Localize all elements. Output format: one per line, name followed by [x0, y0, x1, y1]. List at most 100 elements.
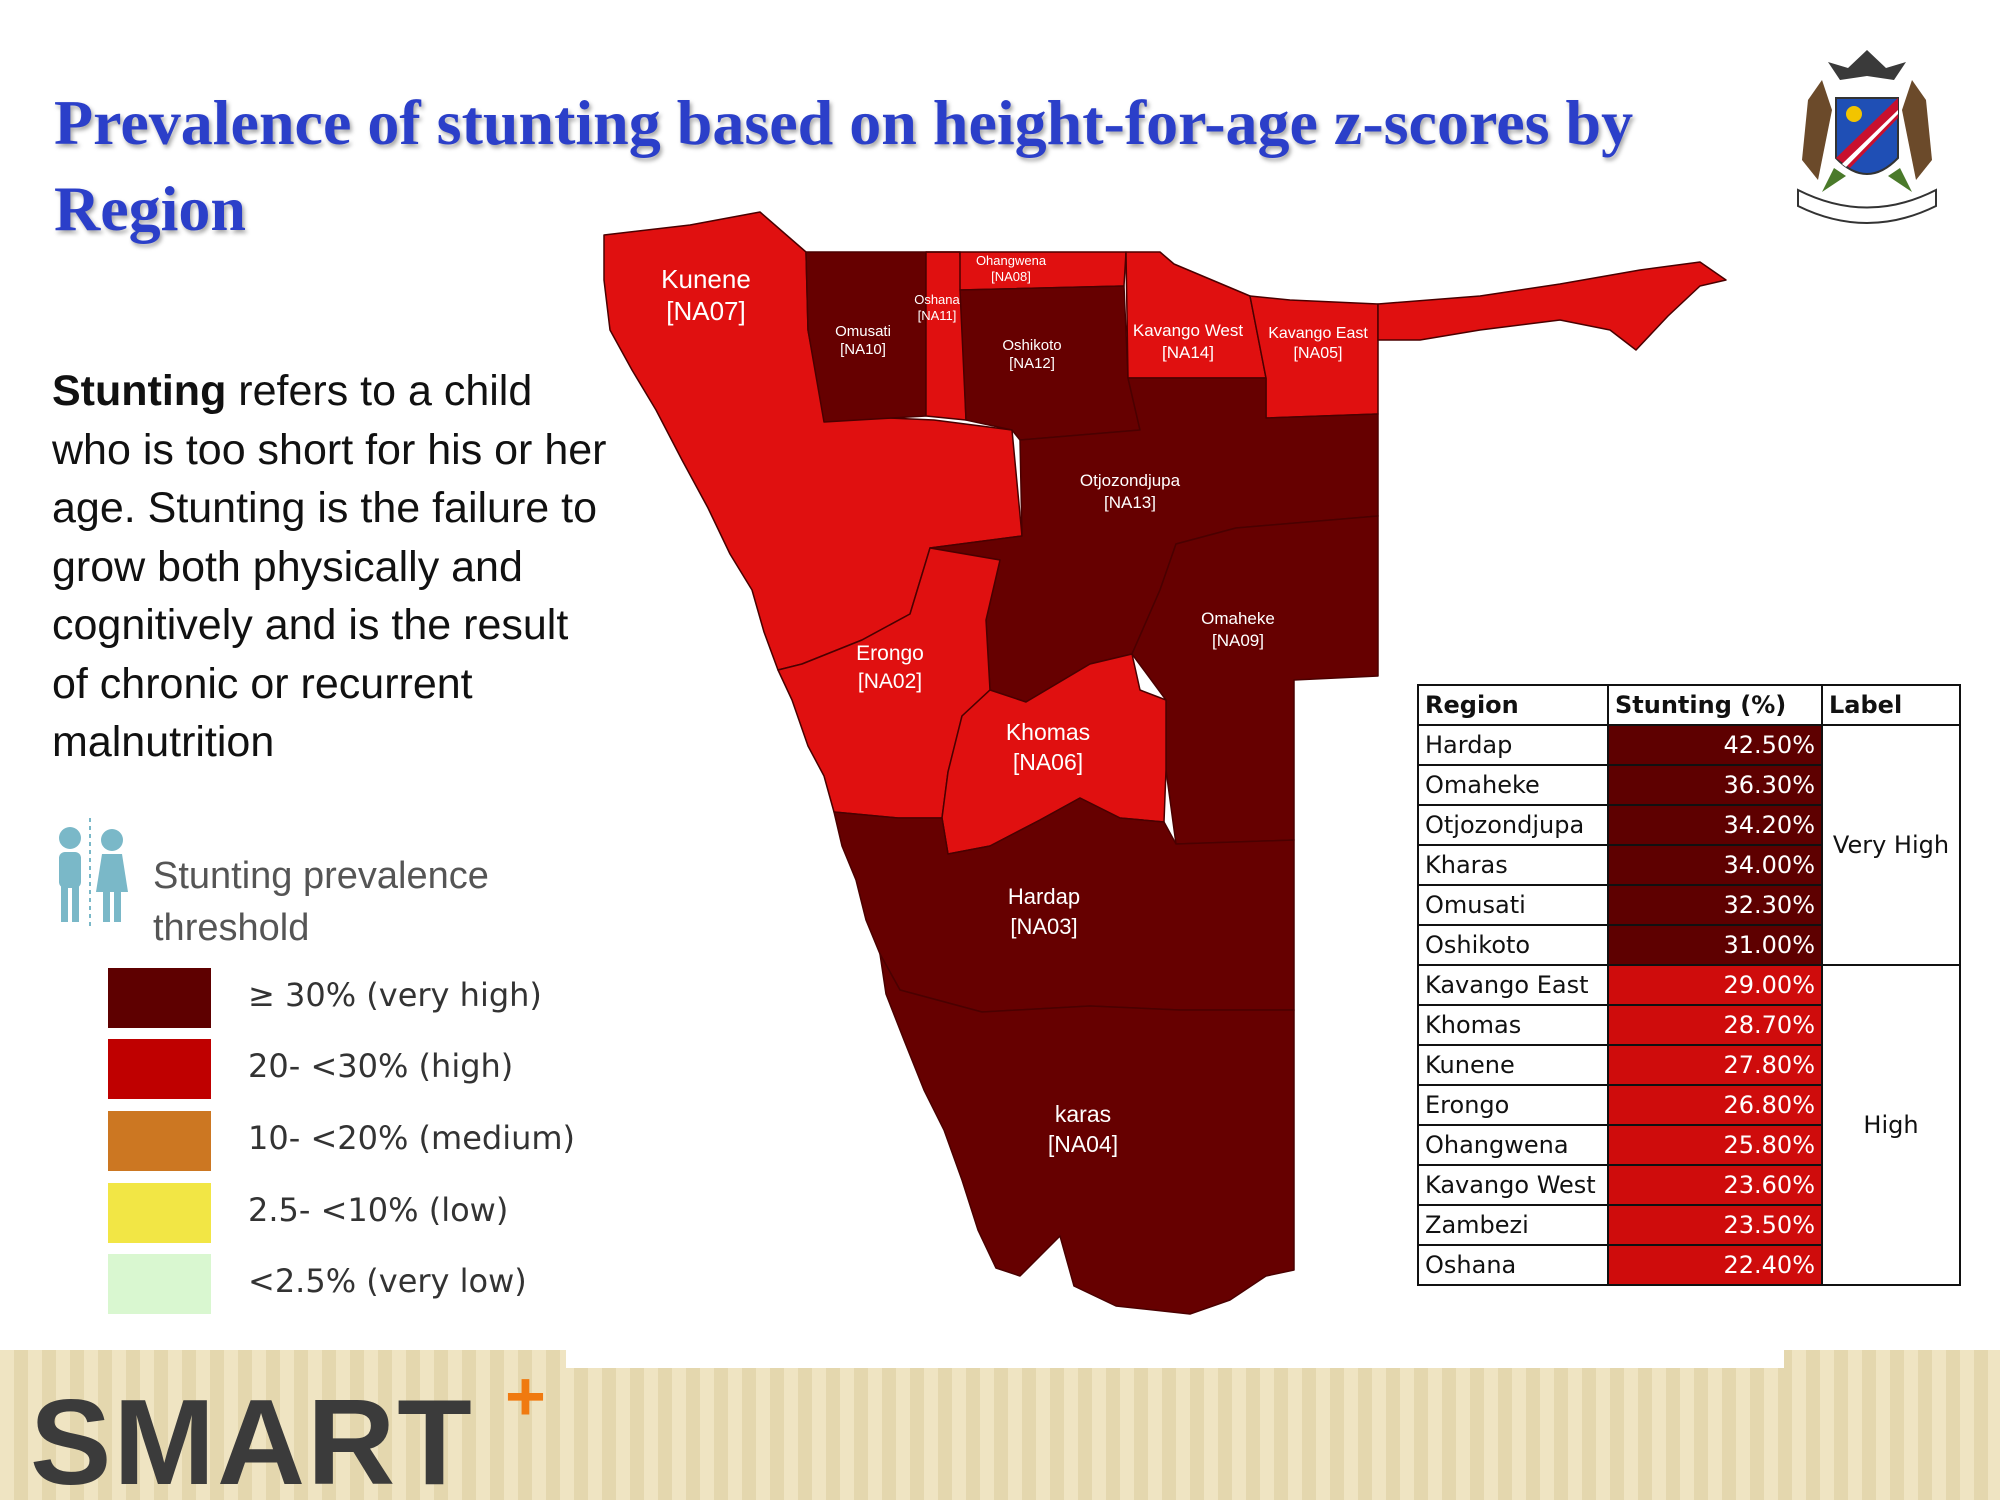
- description-term: Stunting: [52, 367, 227, 415]
- table-cell-region: Otjozondjupa: [1417, 804, 1609, 846]
- table-cell-region: Omusati: [1417, 884, 1609, 926]
- map-label-kavango-east: Kavango East: [1268, 325, 1368, 342]
- map-label-ohangwena-code: [NA08]: [991, 269, 1031, 284]
- map-label-karas-code: [NA04]: [1048, 1131, 1118, 1157]
- table-row: Kavango West 23.60%: [1417, 1164, 1960, 1206]
- page-title: Prevalence of stunting based on height-f…: [54, 87, 1634, 244]
- legend-item-medium: 10- <20% (medium): [108, 1111, 708, 1173]
- map-label-kavango-west: Kavango West: [1133, 321, 1244, 340]
- table-cell-region: Erongo: [1417, 1084, 1609, 1126]
- map-region-omusati: [805, 251, 927, 423]
- legend-swatch: [108, 1183, 211, 1243]
- smart-logo-text: SMART: [30, 1374, 474, 1492]
- table-cell-region: Zambezi: [1417, 1204, 1609, 1246]
- table-row: Oshikoto 31.00%: [1417, 924, 1960, 966]
- table-cell-value: 28.70%: [1607, 1004, 1823, 1046]
- legend-swatch: [108, 1111, 211, 1171]
- map-label-oshikoto-code: [NA12]: [1009, 355, 1055, 372]
- table-header-stunting: Stunting (%): [1607, 684, 1823, 726]
- legend-swatch: [108, 1039, 211, 1099]
- table-cell-region: Hardap: [1417, 724, 1609, 766]
- table-row: Kunene 27.80%: [1417, 1044, 1960, 1086]
- legend-swatch: [108, 968, 211, 1028]
- table-cell-group-label: High: [1821, 964, 1961, 1286]
- table-cell-value: 31.00%: [1607, 924, 1823, 966]
- map-label-omaheke-code: [NA09]: [1212, 631, 1264, 650]
- table-cell-value: 25.80%: [1607, 1124, 1823, 1166]
- legend-label: <2.5% (very low): [248, 1262, 527, 1300]
- table-cell-value: 34.00%: [1607, 844, 1823, 886]
- description-text: refers to a child who is too short for h…: [52, 367, 607, 766]
- map-region-zambezi: [1377, 261, 1727, 351]
- map-label-omaheke: Omaheke: [1201, 609, 1275, 628]
- table-cell-value: 26.80%: [1607, 1084, 1823, 1126]
- smart-logo-plus: +: [505, 1362, 546, 1435]
- map-label-hardap-code: [NA03]: [1010, 914, 1077, 939]
- table-row: Kharas 34.00%: [1417, 844, 1960, 886]
- table-cell-region: Kavango West: [1417, 1164, 1609, 1206]
- map-label-oshana: Oshana: [914, 292, 960, 307]
- table-header-row: Region Stunting (%) Label: [1417, 684, 1961, 726]
- table-cell-value: 27.80%: [1607, 1044, 1823, 1086]
- map-label-omusati-code: [NA10]: [840, 341, 886, 358]
- map-region-karas: [879, 953, 1295, 1315]
- legend-title: Stunting prevalence threshold: [153, 855, 489, 949]
- map-label-otjozondjupa: Otjozondjupa: [1080, 471, 1181, 490]
- table-cell-region: Kunene: [1417, 1044, 1609, 1086]
- map-label-otjozondjupa-code: [NA13]: [1104, 493, 1156, 512]
- smart-logo: SMART +: [30, 1362, 546, 1492]
- table-cell-value: 36.30%: [1607, 764, 1823, 806]
- table-row: Oshana 22.40%: [1417, 1244, 1960, 1286]
- map-label-erongo-code: [NA02]: [858, 670, 922, 693]
- table-row: Erongo 26.80%: [1417, 1084, 1960, 1126]
- legend-item-low: 2.5- <10% (low): [108, 1183, 708, 1245]
- table-cell-value: 32.30%: [1607, 884, 1823, 926]
- footer-band: [0, 1350, 2000, 1500]
- table-row: Otjozondjupa 34.20%: [1417, 804, 1960, 846]
- table-cell-value: 22.40%: [1607, 1244, 1823, 1286]
- legend-label: ≥ 30% (very high): [248, 976, 542, 1014]
- map-label-khomas-code: [NA06]: [1013, 749, 1083, 775]
- table-cell-region: Oshikoto: [1417, 924, 1609, 966]
- map-label-kavango-east-code: [NA05]: [1294, 345, 1343, 362]
- map-label-hardap: Hardap: [1008, 884, 1080, 909]
- table-cell-region: Ohangwena: [1417, 1124, 1609, 1166]
- map-label-khomas: Khomas: [1006, 719, 1090, 745]
- map-label-kunene: Kunene: [661, 264, 751, 294]
- map-label-kunene-code: [NA07]: [666, 296, 746, 326]
- map-label-oshana-code: [NA11]: [918, 308, 957, 323]
- table-row: Omusati 32.30%: [1417, 884, 1960, 926]
- table-row: Ohangwena 25.80%: [1417, 1124, 1960, 1166]
- map-label-omusati: Omusati: [835, 323, 891, 340]
- table-cell-value: 29.00%: [1607, 964, 1823, 1006]
- table-cell-value: 34.20%: [1607, 804, 1823, 846]
- table-cell-value: 23.60%: [1607, 1164, 1823, 1206]
- legend-label: 10- <20% (medium): [248, 1119, 576, 1157]
- children-height-icon: [59, 818, 128, 926]
- table-row: Khomas 28.70%: [1417, 1004, 1960, 1046]
- legend-swatch: [108, 1254, 211, 1314]
- stunting-description: Stunting refers to a child who is too sh…: [52, 362, 612, 772]
- legend-label: 2.5- <10% (low): [248, 1191, 509, 1229]
- map-label-ohangwena: Ohangwena: [976, 253, 1047, 268]
- table-header-label: Label: [1821, 684, 1961, 726]
- table-row: Zambezi 23.50%: [1417, 1204, 1960, 1246]
- map-region-omaheke: [1131, 515, 1379, 845]
- table-cell-region: Kavango East: [1417, 964, 1609, 1006]
- legend-item-very-high: ≥ 30% (very high): [108, 968, 708, 1030]
- table-cell-value: 42.50%: [1607, 724, 1823, 766]
- table-cell-region: Oshana: [1417, 1244, 1609, 1286]
- namibia-coat-of-arms-icon: [1797, 50, 1937, 224]
- table-header-region: Region: [1417, 684, 1609, 726]
- legend-label: 20- <30% (high): [248, 1047, 514, 1085]
- table-row: Kavango East 29.00% High: [1417, 964, 1961, 1286]
- table-row: Omaheke 36.30%: [1417, 764, 1960, 806]
- table-cell-region: Kharas: [1417, 844, 1609, 886]
- stunting-table: Region Stunting (%) Label Hardap 42.50% …: [1417, 684, 1961, 1286]
- table-row: Hardap 42.50% Very High: [1417, 724, 1961, 966]
- map-label-erongo: Erongo: [856, 642, 924, 665]
- legend-item-high: 20- <30% (high): [108, 1039, 708, 1101]
- map-label-kavango-west-code: [NA14]: [1162, 343, 1214, 362]
- namibia-region-map: Kunene [NA07] Omusati [NA10] Oshana [NA1…: [603, 211, 1727, 1315]
- table-cell-group-label: Very High: [1821, 724, 1961, 966]
